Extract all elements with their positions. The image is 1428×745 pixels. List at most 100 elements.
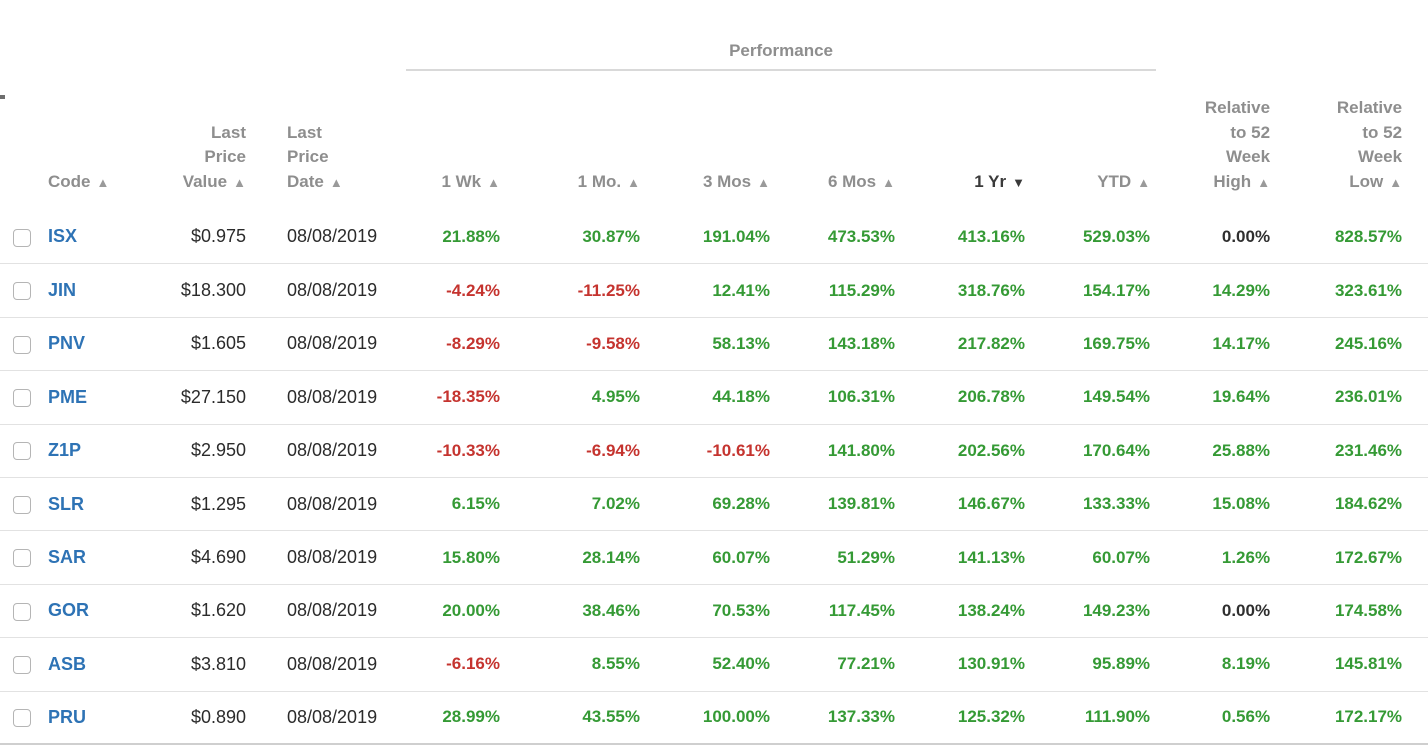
stock-code-link[interactable]: ASB [48,653,87,674]
perf-1yr-cell: 318.76% [901,263,1031,318]
perf-1mo-cell: 8.55% [506,637,646,691]
table-row: PRU $0.890 08/08/2019 28.99% 43.55% 100.… [0,690,1428,745]
rel-52wk-high-cell: 25.88% [1156,423,1277,478]
sort-desc-icon: ▼ [1012,174,1025,190]
perf-6mos-cell: 141.80% [776,423,901,478]
column-header-1yr[interactable]: 1 Yr ▼ [974,171,1025,191]
row-checkbox[interactable] [13,602,31,621]
column-header-last-price-date[interactable]: Last Price Date ▲ [287,122,343,191]
perf-1mo-cell: 30.87% [582,226,640,246]
last-price-value-cell: $2.950 [140,423,252,478]
perf-ytd-cell: 154.17% [1031,263,1157,318]
perf-1wk-cell: 28.99% [406,690,506,745]
column-header-6mos[interactable]: 6 Mos ▲ [827,171,895,191]
column-header-code[interactable]: Code ▲ [48,171,110,191]
perf-1wk-cell: -8.29% [406,316,506,371]
column-header-row: Code ▲ Last Price Value ▲ Last Price Date ▲… [0,96,1428,211]
column-header-rel-52wk-high[interactable]: Relative to 52 Week High ▲ [1204,97,1271,191]
row-checkbox[interactable] [13,228,31,247]
perf-1yr-cell: 125.32% [901,690,1031,745]
perf-1mo-cell: 28.14% [506,530,646,585]
stock-code-link[interactable]: JIN [48,280,77,301]
rel-52wk-low-cell: 172.67% [1276,530,1428,585]
row-checkbox[interactable] [13,335,31,354]
perf-ytd-cell: 149.54% [1031,370,1157,425]
stock-code-link[interactable]: SAR [48,547,87,568]
table-row: PME $27.150 08/08/2019 -18.35% 4.95% 44.… [0,370,1428,425]
rel-52wk-high-cell: 0.00% [1221,226,1271,246]
row-checkbox[interactable] [13,656,31,675]
stock-code-link[interactable]: PNV [48,333,86,354]
stock-code-link[interactable]: GOR [48,600,90,621]
last-price-date-cell: 08/08/2019 [287,226,378,247]
table-body: ISX $0.975 08/08/2019 21.88% 30.87% 191.… [0,210,1428,745]
row-checkbox[interactable] [13,709,31,728]
code-cell: JIN [40,263,140,318]
row-checkbox[interactable] [13,495,31,514]
rel-52wk-low-cell: 172.17% [1276,690,1428,745]
stock-code-link[interactable]: ISX [48,226,78,247]
sort-asc-icon: ▲ [329,174,343,190]
perf-3mos-cell: -10.61% [646,423,776,478]
column-header-1mo[interactable]: 1 Mo. ▲ [577,171,640,191]
sort-asc-icon: ▲ [757,174,770,190]
code-cell: PNV [40,316,140,371]
rel-52wk-low-cell: 323.61% [1276,263,1428,318]
perf-3mos-cell: 100.00% [646,690,776,745]
row-checkbox-cell [0,583,40,638]
stock-code-link[interactable]: Z1P [48,440,82,461]
last-price-date-cell: 08/08/2019 [252,423,406,478]
row-checkbox[interactable] [13,389,31,408]
perf-ytd-cell: 169.75% [1031,316,1157,371]
stock-code-link[interactable]: PRU [48,706,87,727]
column-header-3mos[interactable]: 3 Mos ▲ [702,171,770,191]
last-price-value-cell: $0.890 [140,690,252,745]
rel-52wk-low-cell: 184.62% [1276,476,1428,531]
stock-code-link[interactable]: PME [48,386,88,407]
column-header-rel-52wk-low[interactable]: Relative to 52 Week Low ▲ [1336,97,1403,191]
last-price-value-cell: $18.300 [140,263,252,318]
rel-52wk-low-cell: 145.81% [1276,637,1428,691]
row-checkbox-cell [0,263,40,318]
perf-1wk-cell: -6.16% [406,637,506,691]
last-price-date-cell: 08/08/2019 [252,530,406,585]
row-checkbox[interactable] [13,549,31,568]
column-header-last-price-value[interactable]: Last Price Value ▲ [182,122,246,191]
perf-6mos-cell: 139.81% [776,476,901,531]
table-row: ISX $0.975 08/08/2019 21.88% 30.87% 191.… [0,210,1428,263]
perf-1mo-cell: 43.55% [506,690,646,745]
perf-1yr-cell: 138.24% [901,583,1031,638]
column-header-1wk[interactable]: 1 Wk ▲ [441,171,500,191]
row-checkbox[interactable] [13,282,31,301]
row-checkbox-cell [0,370,40,425]
perf-1wk-cell: 6.15% [406,476,506,531]
last-price-value-cell: $1.620 [140,583,252,638]
rel-52wk-low-cell: 828.57% [1334,226,1403,246]
perf-6mos-cell: 117.45% [776,583,901,638]
perf-6mos-cell: 51.29% [776,530,901,585]
perf-3mos-cell: 191.04% [702,226,770,246]
code-cell: PRU [40,690,140,745]
perf-1mo-cell: 38.46% [506,583,646,638]
perf-1mo-cell: -11.25% [506,263,646,318]
rel-52wk-high-cell: 1.26% [1156,530,1277,585]
table-row: JIN $18.300 08/08/2019 -4.24% -11.25% 12… [0,263,1428,318]
row-checkbox-cell [0,210,40,263]
last-price-value-cell: $3.810 [140,637,252,691]
last-price-date-cell: 08/08/2019 [252,316,406,371]
perf-1yr-cell: 141.13% [901,530,1031,585]
perf-6mos-cell: 143.18% [776,316,901,371]
table-row: SLR $1.295 08/08/2019 6.15% 7.02% 69.28%… [0,476,1428,531]
code-cell: PME [40,370,140,425]
row-checkbox-cell [0,476,40,531]
stock-code-link[interactable]: SLR [48,493,84,514]
perf-6mos-cell: 137.33% [776,690,901,745]
perf-1wk-cell: -4.24% [406,263,506,318]
column-header-ytd[interactable]: YTD ▲ [1097,171,1151,191]
last-price-date-cell: 08/08/2019 [252,690,406,745]
rel-52wk-high-cell: 15.08% [1156,476,1277,531]
row-checkbox[interactable] [13,442,31,461]
row-checkbox-cell [0,690,40,745]
perf-ytd-cell: 111.90% [1031,690,1157,745]
row-checkbox-cell [0,316,40,371]
